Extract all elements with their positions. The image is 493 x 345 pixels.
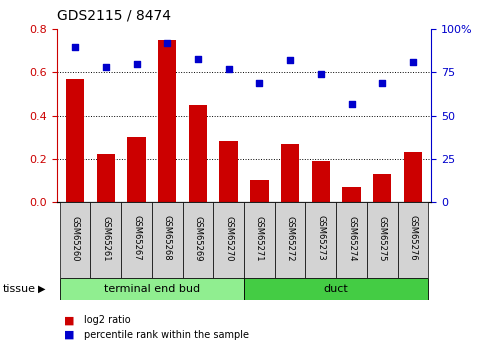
Point — [255, 80, 263, 86]
Text: GSM65274: GSM65274 — [347, 216, 356, 261]
Point — [378, 80, 386, 86]
Bar — [182, 202, 213, 278]
Bar — [189, 105, 207, 202]
Bar — [281, 144, 299, 202]
Bar — [306, 202, 336, 278]
Text: duct: duct — [324, 284, 349, 294]
Bar — [373, 174, 391, 202]
Bar — [213, 202, 244, 278]
Point — [225, 66, 233, 72]
Text: tissue: tissue — [2, 284, 35, 294]
Bar — [121, 202, 152, 278]
Text: ■: ■ — [64, 330, 74, 339]
Point — [102, 65, 110, 70]
Point — [194, 56, 202, 61]
Text: GSM65269: GSM65269 — [193, 216, 203, 261]
Point — [163, 40, 171, 46]
Bar — [336, 202, 367, 278]
Text: ▶: ▶ — [38, 284, 46, 294]
Bar — [60, 202, 91, 278]
Text: GDS2115 / 8474: GDS2115 / 8474 — [57, 8, 171, 22]
Bar — [250, 180, 269, 202]
Bar — [275, 202, 306, 278]
Text: GSM65272: GSM65272 — [285, 216, 295, 261]
Point — [133, 61, 141, 67]
Bar — [342, 187, 361, 202]
Bar — [66, 79, 84, 202]
Text: GSM65268: GSM65268 — [163, 215, 172, 261]
Bar — [244, 278, 428, 300]
Text: log2 ratio: log2 ratio — [84, 315, 131, 325]
Text: GSM65267: GSM65267 — [132, 215, 141, 261]
Text: GSM65260: GSM65260 — [70, 216, 80, 261]
Text: GSM65273: GSM65273 — [317, 215, 325, 261]
Text: GSM65275: GSM65275 — [378, 216, 387, 261]
Text: GSM65261: GSM65261 — [102, 216, 110, 261]
Bar — [404, 152, 422, 202]
Point — [409, 59, 417, 65]
Point — [317, 71, 325, 77]
Point — [71, 44, 79, 49]
Bar — [312, 161, 330, 202]
Text: GSM65271: GSM65271 — [255, 216, 264, 261]
Bar — [158, 40, 176, 202]
Bar — [219, 141, 238, 202]
Bar — [367, 202, 397, 278]
Text: GSM65276: GSM65276 — [408, 215, 418, 261]
Text: ■: ■ — [64, 315, 74, 325]
Bar — [60, 278, 244, 300]
Bar — [91, 202, 121, 278]
Bar — [244, 202, 275, 278]
Bar — [127, 137, 146, 202]
Bar — [152, 202, 182, 278]
Point — [348, 101, 355, 106]
Text: GSM65270: GSM65270 — [224, 216, 233, 261]
Bar — [97, 155, 115, 202]
Bar — [397, 202, 428, 278]
Text: terminal end bud: terminal end bud — [104, 284, 200, 294]
Point — [286, 58, 294, 63]
Text: percentile rank within the sample: percentile rank within the sample — [84, 330, 249, 339]
